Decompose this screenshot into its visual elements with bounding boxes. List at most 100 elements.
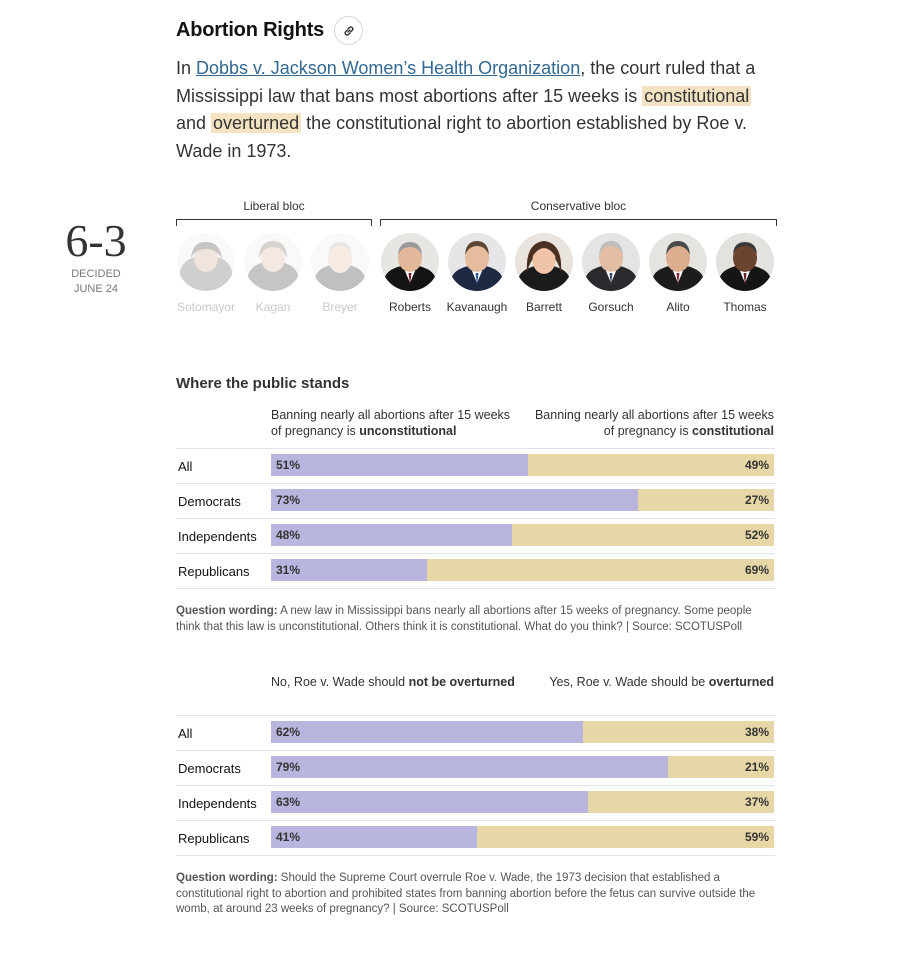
note-text: Should the Supreme Court overrule Roe v.… — [176, 872, 756, 915]
justice-name: Kagan — [255, 300, 291, 314]
chart-1-header-right: Banning nearly all abortions after 15 we… — [534, 407, 774, 439]
note-label: Question wording: — [176, 872, 278, 884]
justice-kagan: Kagan — [241, 233, 305, 314]
bar-segment-left: 62% — [271, 721, 583, 743]
data-label-left: 63% — [276, 795, 301, 809]
data-label-left: 31% — [276, 563, 301, 577]
bar-segment-left: 51% — [271, 454, 528, 476]
justice-sotomayor: Sotomayor — [174, 233, 238, 314]
category-label: All — [178, 459, 193, 474]
header-right-bold: constitutional — [692, 424, 774, 438]
bar-segment-right: 69% — [426, 559, 774, 581]
title-row: Abortion Rights — [176, 16, 364, 45]
header-left-text: No, Roe v. Wade should — [271, 675, 409, 689]
table-row: All 62% 38% — [176, 715, 775, 750]
bar-segment-right: 38% — [582, 721, 774, 743]
liberal-bloc-label: Liberal bloc — [243, 199, 305, 213]
intro-part1: , the court ruled that a Mississippi law… — [176, 58, 756, 106]
justice-kavanaugh: Kavanaugh — [445, 233, 509, 314]
stacked-bar: 79% 21% — [271, 756, 774, 778]
portrait-kagan — [244, 233, 302, 291]
data-label-right: 38% — [744, 725, 769, 739]
chart-2-header-right: Yes, Roe v. Wade should be overturned — [534, 674, 774, 690]
justice-thomas: Thomas — [713, 233, 777, 314]
justice-alito: Alito — [646, 233, 710, 314]
intro-part3: the constitutional right to abortion est… — [176, 113, 748, 161]
data-label-left: 41% — [276, 830, 301, 844]
table-row: Democrats 73% 27% — [176, 483, 775, 518]
portrait-alito — [649, 233, 707, 291]
stacked-bar: 73% 27% — [271, 489, 774, 511]
bar-segment-left: 48% — [271, 524, 513, 546]
link-button[interactable] — [334, 16, 364, 45]
bar-segment-right: 27% — [638, 489, 774, 511]
bar-segment-left: 73% — [271, 489, 639, 511]
data-label-right: 52% — [744, 528, 769, 542]
highlight-overturned: overturned — [211, 113, 302, 133]
bar-segment-left: 31% — [271, 559, 427, 581]
chart-2-note: Question wording: Should the Supreme Cou… — [176, 871, 766, 918]
justice-name: Barrett — [525, 300, 562, 314]
table-row: Republicans 41% 59% — [176, 820, 775, 856]
category-label: Independents — [178, 796, 257, 811]
note-text: A new law in Mississippi bans nearly all… — [176, 605, 752, 633]
data-label-left: 73% — [276, 493, 301, 507]
bar-segment-left: 41% — [271, 826, 478, 848]
category-label: Republicans — [178, 831, 250, 846]
category-label: Independents — [178, 529, 257, 544]
bar-segment-right: 59% — [477, 826, 774, 848]
data-label-left: 51% — [276, 458, 301, 472]
justice-name: Alito — [666, 300, 690, 314]
bar-segment-right: 52% — [512, 524, 774, 546]
header-right-text: Yes, Roe v. Wade should be — [549, 675, 709, 689]
data-label-right: 37% — [744, 795, 769, 809]
justice-gorsuch: Gorsuch — [579, 233, 643, 314]
category-label: All — [178, 726, 193, 741]
bar-segment-right: 21% — [668, 756, 774, 778]
page-title: Abortion Rights — [176, 19, 325, 41]
highlight-constitutional: constitutional — [642, 85, 752, 106]
stacked-bar: 48% 52% — [271, 524, 774, 546]
data-label-right: 69% — [744, 563, 769, 577]
conservative-bloc-bracket — [380, 219, 777, 226]
bar-segment-right: 49% — [527, 454, 774, 476]
data-label-right: 27% — [744, 493, 769, 507]
conservative-bloc-label: Conservative bloc — [530, 199, 627, 213]
justice-name: Sotomayor — [176, 300, 236, 314]
header-left-bold: unconstitutional — [359, 424, 457, 438]
case-link[interactable]: Dobbs v. Jackson Women’s Health Organiza… — [196, 58, 581, 78]
justice-name: Roberts — [388, 300, 432, 314]
chart-2-table: All 62% 38% Democrats 79% 21% Independents 63% 3… — [176, 715, 775, 856]
decided-date: JUNE 24 — [73, 283, 119, 295]
note-label: Question wording: — [176, 605, 278, 617]
vote-summary: 6-3 DECIDED JUNE 24 — [56, 215, 136, 297]
stacked-bar: 51% 49% — [271, 454, 774, 476]
data-label-right: 21% — [744, 760, 769, 774]
portrait-thomas — [716, 233, 774, 291]
portrait-gorsuch — [582, 233, 640, 291]
stacked-bar: 62% 38% — [271, 721, 774, 743]
chart-1-header-left: Banning nearly all abortions after 15 we… — [271, 407, 521, 439]
portrait-kavanaugh — [448, 233, 506, 291]
table-row: Democrats 79% 21% — [176, 750, 775, 785]
link-icon — [344, 25, 354, 36]
table-row: Independents 63% 37% — [176, 785, 775, 820]
portrait-sotomayor — [177, 233, 235, 291]
justice-breyer: Breyer — [308, 233, 372, 314]
bar-segment-left: 63% — [271, 791, 588, 813]
table-row: All 51% 49% — [176, 448, 775, 483]
category-label: Democrats — [178, 494, 241, 509]
header-right-bold: overturned — [708, 675, 774, 689]
table-row: Independents 48% 52% — [176, 518, 775, 553]
stacked-bar: 31% 69% — [271, 559, 774, 581]
justice-name: Thomas — [723, 300, 767, 314]
data-label-right: 49% — [744, 458, 769, 472]
portrait-breyer — [311, 233, 369, 291]
table-row: Republicans 31% 69% — [176, 553, 775, 589]
header-left-text: Banning nearly all abortions after 15 we… — [271, 408, 511, 438]
bar-segment-right: 37% — [587, 791, 774, 813]
intro-pre: In — [176, 58, 197, 78]
chart-1-headers: Banning nearly all abortions after 15 we… — [271, 407, 774, 441]
justice-barrett: Barrett — [512, 233, 576, 314]
chart-2-header-left: No, Roe v. Wade should not be overturned — [271, 674, 521, 690]
